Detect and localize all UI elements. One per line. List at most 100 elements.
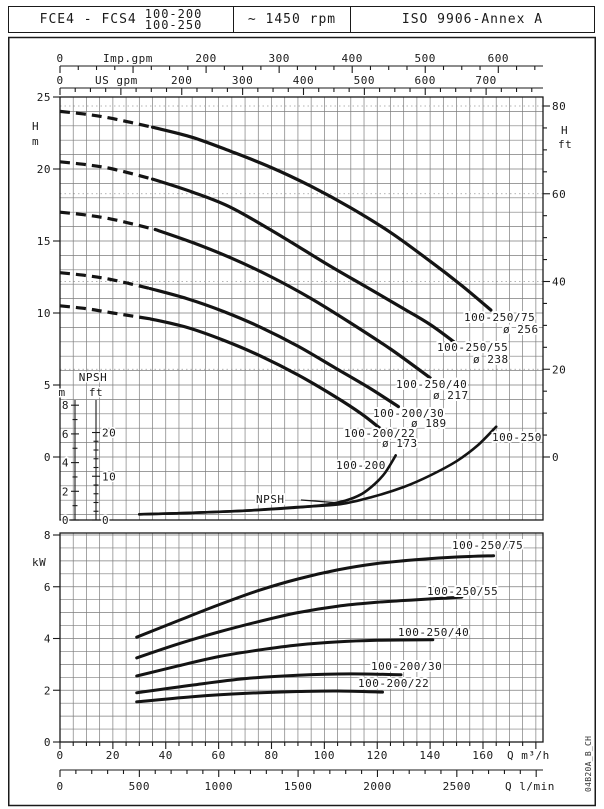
head-curve-label: 100-250/75: [464, 311, 535, 324]
npsh-m-tick-label: 6: [62, 428, 69, 441]
model-sizes: 100-200 100-250: [144, 6, 203, 32]
q-lmin-tick-label: 0: [56, 780, 63, 793]
npsh-ft-tick-label: 20: [102, 427, 116, 440]
npsh-m-tick-label: 8: [62, 399, 69, 412]
head-curve-label: 100-200/22: [344, 427, 415, 440]
h-m-tick-label: 25: [37, 91, 51, 104]
q-m3h-tick-label: 60: [211, 749, 225, 762]
power-curve-label: 100-200/22: [358, 677, 429, 690]
npsh-ft-tick-label: 0: [102, 514, 109, 527]
power-curve-100-250-55: [135, 595, 464, 660]
h-ft-tick-label: 60: [552, 188, 566, 201]
npsh-title: NPSH: [79, 371, 108, 384]
q-lmin-tick-label: 1500: [284, 780, 313, 793]
head-curve-dashed-100-200-30: [59, 271, 151, 291]
imp-gpm-tick-label: 400: [342, 52, 363, 65]
power-curve-label: 100-250/40: [398, 626, 469, 639]
q-m3h-tick-label: 80: [264, 749, 278, 762]
h-ft-axis-title: H: [561, 124, 568, 137]
power-curve-100-250-40: [135, 638, 435, 678]
head-curve-dashed-100-250-40: [59, 210, 156, 232]
imp-gpm-axis-title: Imp.gpm: [103, 52, 153, 65]
npsh-m-unit: m: [58, 386, 65, 399]
head-curve-dashed-100-200-22: [59, 304, 151, 321]
npsh-ft-unit: ft: [89, 386, 103, 399]
power-curve-label: 100-200/30: [371, 660, 442, 673]
head-curve-impeller-label: ø 238: [473, 353, 509, 366]
imp-gpm-tick-label: 300: [268, 52, 289, 65]
kw-tick-label: 8: [44, 529, 51, 542]
q-m3h-tick-label: 40: [159, 749, 173, 762]
npsh-m-tick-label: 2: [62, 485, 69, 498]
npsh-ft-tick-label: 10: [102, 470, 116, 483]
npsh-curve-label: 100-200: [336, 459, 386, 472]
npsh-m-tick-label: 0: [62, 514, 69, 527]
q-m3h-tick-label: 100: [314, 749, 335, 762]
kw-tick-label: 6: [44, 581, 51, 594]
power-curve-label: 100-250/55: [427, 585, 498, 598]
npsh-curve-label: 100-250: [492, 431, 542, 444]
head-curve-impeller-label: ø 189: [411, 417, 447, 430]
h-m-tick-label: 15: [37, 235, 51, 248]
q-lmin-tick-label: 1000: [204, 780, 233, 793]
model-size-1: 100-200: [144, 6, 203, 21]
head-curve-100-200-22: [148, 317, 382, 430]
q-lmin-tick-label: 500: [129, 780, 150, 793]
h-ft-tick-label: 40: [552, 276, 566, 289]
h-m-tick-label: 10: [37, 307, 51, 320]
us-gpm-tick-label: 500: [354, 74, 375, 87]
imp-gpm-tick-label: 0: [56, 52, 63, 65]
us-gpm-tick-label: 600: [415, 74, 436, 87]
head-curve-dashed-100-250-55: [59, 160, 153, 181]
outer-border: [8, 36, 596, 807]
q-m3h-tick-label: 20: [106, 749, 120, 762]
header-standard-cell: ISO 9906-Annex A: [401, 12, 544, 27]
kw-tick-label: 4: [44, 633, 51, 646]
h-m-axis-title: H: [32, 120, 39, 133]
q-m3h-tick-label: 120: [367, 749, 388, 762]
model-size-2: 100-250: [144, 17, 203, 32]
power-curve-100-250-75: [135, 554, 496, 639]
power-curve-100-200-30: [135, 672, 403, 695]
q-m3h-tick-label: 160: [472, 749, 493, 762]
model-name: FCE4 - FCS4: [39, 12, 137, 27]
h-ft-tick-label: 0: [552, 451, 559, 464]
head-curve-impeller-label: ø 173: [382, 437, 418, 450]
npsh-leader-line: [300, 499, 341, 504]
kw-tick-label: 0: [44, 736, 51, 749]
h-ft-axis-unit: ft: [558, 138, 572, 151]
h-m-tick-label: 0: [44, 451, 51, 464]
head-curve-label: 100-200/30: [373, 407, 444, 420]
us-gpm-tick-label: 400: [293, 74, 314, 87]
h-m-tick-label: 20: [37, 163, 51, 176]
us-gpm-tick-label: 200: [171, 74, 192, 87]
header-speed-cell: ~ 1450 rpm: [234, 7, 351, 32]
kw-tick-label: 2: [44, 684, 51, 697]
imp-gpm-tick-label: 500: [415, 52, 436, 65]
drawing-code-watermark: 04B20A_B_CH: [584, 736, 593, 792]
head-chart-frame: [59, 96, 544, 521]
us-gpm-tick-label: 300: [232, 74, 253, 87]
q-m3h-tick-label: 140: [419, 749, 440, 762]
head-curve-100-250-55: [150, 177, 456, 344]
head-curve-100-250-40: [153, 227, 432, 380]
npsh-curve-100-250: [138, 425, 498, 516]
power-curve-100-200-22: [135, 689, 384, 704]
us-gpm-axis-title: US gpm: [95, 74, 138, 87]
h-m-axis-unit: m: [32, 135, 39, 148]
npsh-curve-pointer-label: NPSH: [256, 493, 285, 506]
power-chart-frame: [59, 532, 544, 743]
h-ft-tick-label: 20: [552, 363, 566, 376]
imp-gpm-tick-label: 600: [488, 52, 509, 65]
head-curve-impeller-label: ø 256: [503, 323, 539, 336]
npsh-m-tick-label: 4: [62, 457, 69, 470]
imp-gpm-tick-label: 200: [195, 52, 216, 65]
h-m-tick-label: 5: [44, 379, 51, 392]
us-gpm-tick-label: 0: [56, 74, 63, 87]
h-ft-tick-label: 80: [552, 100, 566, 113]
q-lmin-axis-title: Q l/min: [505, 780, 555, 793]
us-gpm-tick-label: 700: [475, 74, 496, 87]
q-lmin-tick-label: 2500: [443, 780, 472, 793]
